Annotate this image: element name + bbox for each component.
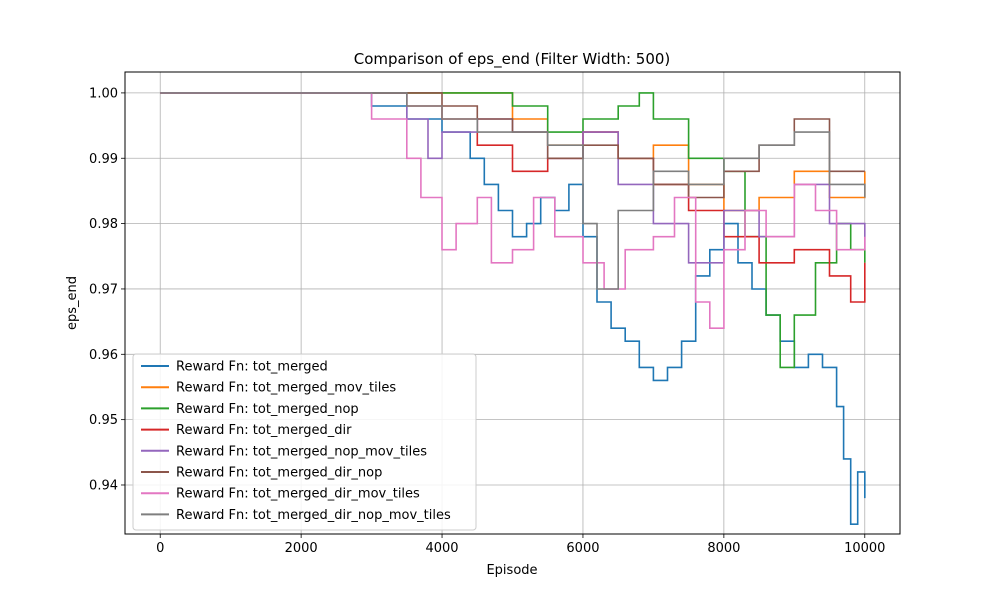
legend-label: Reward Fn: tot_merged_dir_nop <box>176 466 382 481</box>
y-tick-label: 0.95 <box>89 413 118 428</box>
x-tick-label: 2000 <box>285 541 318 556</box>
y-tick-label: 0.97 <box>89 282 118 297</box>
legend-label: Reward Fn: tot_merged_dir_nop_mov_tiles <box>176 508 451 523</box>
legend-label: Reward Fn: tot_merged_nop <box>176 402 359 417</box>
legend-label: Reward Fn: tot_merged_nop_mov_tiles <box>176 444 427 459</box>
x-tick-label: 6000 <box>566 541 599 556</box>
chart-title: Comparison of eps_end (Filter Width: 500… <box>354 50 671 69</box>
y-axis-label: eps_end <box>65 276 80 330</box>
series-line-3 <box>160 92 866 369</box>
x-tick-label: 8000 <box>707 541 740 556</box>
y-tick-label: 0.94 <box>89 478 118 493</box>
x-tick-label: 10000 <box>844 541 885 556</box>
legend-box <box>132 353 477 531</box>
plot-frame <box>124 71 901 535</box>
tick-layer: 0 2000 4000 6000 8000 10000 0.94 0.95 0.96 0.97 0.… <box>89 86 885 556</box>
legend-label: Reward Fn: tot_merged <box>176 360 328 375</box>
x-tick-label: 4000 <box>425 541 458 556</box>
series-line-1 <box>160 92 866 525</box>
legend-label: Reward Fn: tot_merged_mov_tiles <box>176 381 396 396</box>
series-line-8 <box>160 92 866 290</box>
legend-label: Reward Fn: tot_merged_dir_mov_tiles <box>176 487 420 502</box>
series-layer <box>160 92 866 525</box>
legend-label: Reward Fn: tot_merged_dir <box>176 423 352 438</box>
y-tick-label: 0.99 <box>89 152 118 167</box>
series-line-7 <box>160 92 866 329</box>
y-tick-label: 1.00 <box>89 86 118 101</box>
y-tick-label: 0.96 <box>89 348 118 363</box>
legend: Reward Fn: tot_merged Reward Fn: tot_merg… <box>132 353 477 531</box>
y-tick-label: 0.98 <box>89 217 118 232</box>
x-tick-label: 0 <box>156 541 164 556</box>
x-axis-label: Episode <box>486 563 537 578</box>
